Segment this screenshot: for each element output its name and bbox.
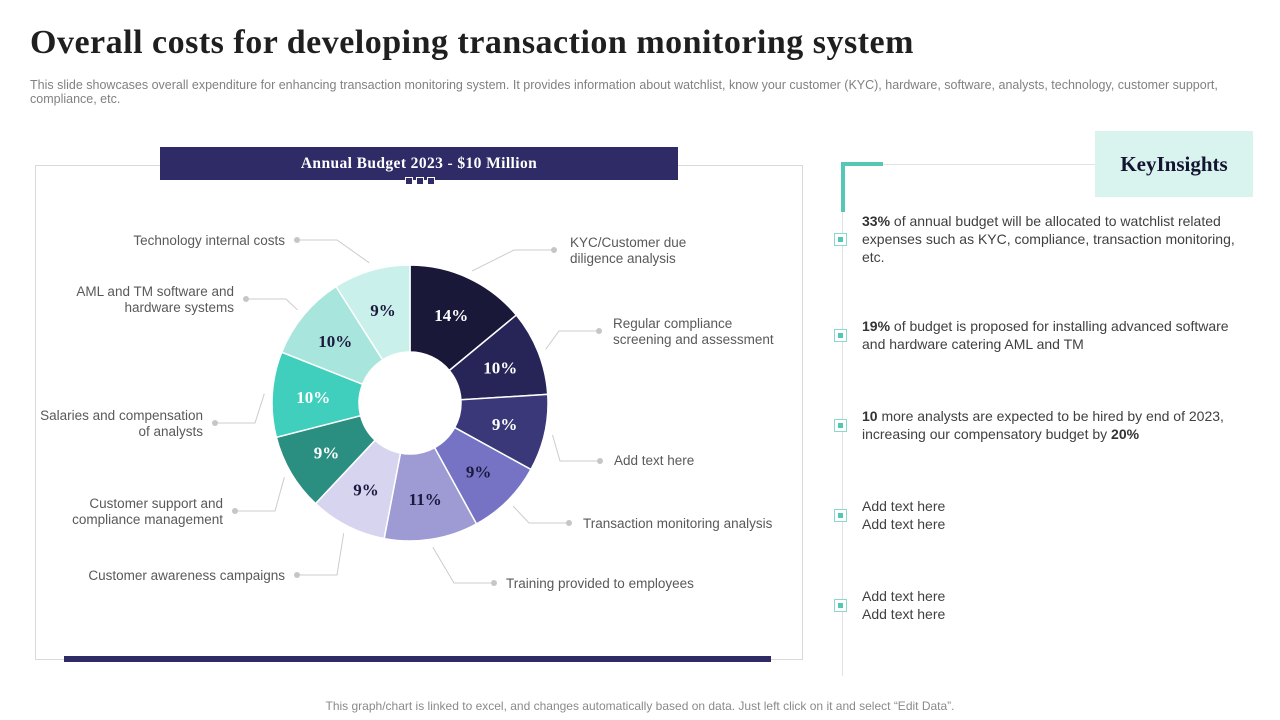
- key-insights-title: Key Insights: [1095, 131, 1253, 197]
- slice-label: Regular compliance screening and assessm…: [613, 316, 774, 347]
- slice-label: Add text here: [614, 453, 695, 468]
- slice-label: Training provided to employees: [506, 576, 694, 591]
- footer-note: This graph/chart is linked to excel, and…: [325, 699, 955, 713]
- insight-text: 33% of annual budget will be allocated t…: [862, 213, 1235, 265]
- chart-panel: [35, 165, 803, 660]
- insight-item: Add text here Add text here: [834, 497, 1247, 533]
- accent-bracket: [841, 162, 845, 212]
- insight-text: Add text here Add text here: [862, 498, 946, 532]
- insight-text: 19% of budget is proposed for installing…: [862, 318, 1229, 352]
- chart-title-banner: Annual Budget 2023 - $10 Million: [160, 147, 678, 180]
- square-bullet-icon: [834, 598, 847, 612]
- insights-top-line: [846, 164, 1095, 165]
- slice-label: Customer support and compliance manageme…: [72, 496, 223, 527]
- banner-handles-icon: [405, 177, 435, 185]
- chart-underline-bar: [64, 656, 771, 662]
- slice-label: AML and TM software and hardware systems: [76, 284, 234, 315]
- slice-label: Customer awareness campaigns: [88, 568, 285, 583]
- insight-text: 10 more analysts are expected to be hire…: [862, 408, 1224, 442]
- slice-label: KYC/Customer due diligence analysis: [570, 235, 687, 266]
- chart-title: Annual Budget 2023 - $10 Million: [300, 154, 538, 172]
- slice-label: Technology internal costs: [133, 233, 285, 248]
- insight-item: 33% of annual budget will be allocated t…: [834, 212, 1247, 266]
- pie-slice[interactable]: [409, 264, 518, 372]
- square-bullet-icon: [834, 508, 847, 522]
- pie-slice[interactable]: [335, 264, 411, 361]
- square-bullet-icon: [834, 418, 847, 432]
- insight-item: Add text here Add text here: [834, 587, 1247, 623]
- insight-item: 10 more analysts are expected to be hire…: [834, 407, 1247, 443]
- page-title: Overall costs for developing transaction…: [30, 24, 914, 61]
- page-subtitle: This slide showcases overall expenditure…: [30, 78, 1218, 106]
- insight-text: Add text here Add text here: [862, 588, 946, 622]
- square-bullet-icon: [834, 232, 847, 246]
- slice-label: Salaries and compensation of analysts: [40, 408, 203, 439]
- accent-bracket: [841, 162, 883, 166]
- square-bullet-icon: [834, 328, 847, 342]
- insight-item: 19% of budget is proposed for installing…: [834, 317, 1247, 353]
- slice-label: Transaction monitoring analysis: [583, 516, 773, 531]
